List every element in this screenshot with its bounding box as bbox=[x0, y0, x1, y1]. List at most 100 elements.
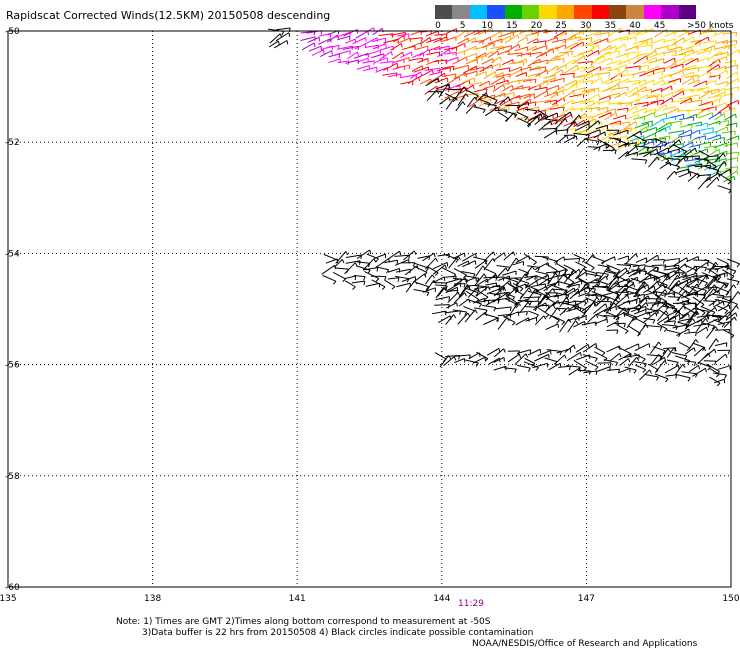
wind-barb bbox=[588, 112, 603, 120]
wind-barb-feather bbox=[359, 260, 361, 265]
wind-barb bbox=[716, 161, 725, 172]
wind-barb-feather bbox=[484, 296, 489, 300]
wind-barb bbox=[597, 264, 610, 268]
wind-barb bbox=[465, 290, 480, 301]
wind-barb-feather bbox=[615, 112, 618, 117]
wind-barb bbox=[684, 331, 697, 334]
wind-barb-feather bbox=[536, 280, 539, 285]
wind-barb bbox=[354, 43, 366, 50]
wind-barb bbox=[516, 111, 528, 118]
wind-barb-feather bbox=[667, 147, 670, 152]
wind-barb bbox=[365, 282, 380, 287]
wind-barb bbox=[444, 90, 459, 99]
wind-barb bbox=[644, 65, 659, 73]
wind-barb bbox=[444, 51, 457, 55]
wind-barb bbox=[486, 287, 501, 295]
wind-barb bbox=[555, 64, 566, 71]
wind-barb-feather bbox=[672, 291, 676, 296]
note-line-2: 3)Data buffer is 22 hrs from 20150508 4)… bbox=[142, 628, 534, 638]
wind-barb bbox=[557, 134, 567, 144]
wind-barb bbox=[566, 365, 581, 368]
y-tick-label: -58 bbox=[5, 472, 20, 482]
grid-lines bbox=[8, 31, 731, 587]
wind-barb-feather bbox=[482, 109, 486, 114]
wind-barb bbox=[464, 275, 480, 279]
wind-barb-feather bbox=[408, 64, 411, 70]
wind-barb bbox=[643, 312, 656, 323]
wind-barb bbox=[523, 296, 540, 299]
wind-barb-feather bbox=[593, 302, 596, 307]
wind-barb bbox=[268, 40, 279, 48]
wind-barb bbox=[542, 112, 558, 120]
wind-barb-feather bbox=[693, 270, 698, 274]
wind-barb bbox=[576, 276, 588, 284]
wind-barb bbox=[435, 83, 450, 90]
wind-barb bbox=[623, 51, 639, 55]
wind-barb bbox=[453, 277, 466, 287]
wind-barb-feather bbox=[403, 35, 406, 40]
wind-barb-feather bbox=[493, 307, 497, 312]
wind-barb-feather bbox=[683, 151, 688, 155]
wind-barb-feather bbox=[467, 285, 471, 290]
wind-barb-feather bbox=[651, 44, 653, 50]
wind-barb bbox=[458, 285, 469, 298]
wind-barb bbox=[344, 38, 356, 44]
wind-barb-feather bbox=[434, 272, 439, 276]
wind-barb bbox=[438, 87, 450, 91]
wind-barb bbox=[448, 88, 462, 91]
wind-barb-feather bbox=[636, 356, 640, 361]
scale-label: 0 bbox=[435, 21, 441, 31]
wind-barb bbox=[462, 260, 476, 268]
y-tick-label: -50 bbox=[5, 27, 20, 37]
wind-barb bbox=[482, 93, 498, 101]
wind-barb bbox=[604, 141, 615, 150]
wind-barb-feather bbox=[644, 268, 646, 273]
wind-barb bbox=[481, 304, 496, 309]
wind-barb bbox=[561, 106, 574, 115]
wind-barb bbox=[724, 113, 736, 121]
wind-barb-feather bbox=[411, 81, 414, 86]
wind-barb bbox=[532, 362, 548, 369]
wind-barb-feather bbox=[499, 56, 502, 61]
wind-barb-feather bbox=[591, 267, 595, 271]
wind-barb bbox=[495, 67, 510, 71]
wind-barb bbox=[635, 52, 649, 57]
wind-barb bbox=[563, 264, 575, 271]
wind-barb bbox=[431, 310, 447, 315]
wind-barb bbox=[607, 27, 621, 38]
wind-barb-feather bbox=[677, 297, 681, 302]
wind-barb-feather bbox=[601, 352, 606, 356]
wind-barb bbox=[411, 65, 423, 72]
wind-barb bbox=[670, 154, 686, 162]
wind-barb bbox=[568, 303, 578, 311]
wind-barb-feather bbox=[715, 326, 719, 331]
wind-barb-feather bbox=[603, 55, 606, 60]
wind-barb bbox=[497, 111, 509, 120]
wind-barb bbox=[576, 120, 590, 127]
wind-barb-feather bbox=[683, 37, 686, 42]
wind-barb bbox=[411, 52, 424, 59]
wind-barb bbox=[445, 84, 460, 91]
wind-barb bbox=[366, 44, 379, 48]
wind-barb bbox=[662, 106, 676, 111]
wind-barb bbox=[653, 67, 665, 71]
wind-barb bbox=[632, 107, 647, 114]
wind-barb bbox=[712, 272, 728, 278]
wind-barb-feather bbox=[397, 277, 400, 282]
wind-barb bbox=[322, 274, 337, 282]
wind-barb bbox=[686, 256, 699, 263]
wind-barb-feather bbox=[444, 264, 447, 269]
wind-barb bbox=[496, 264, 511, 268]
wind-barb-feather bbox=[681, 315, 685, 320]
wind-barb bbox=[684, 347, 695, 355]
wind-barb bbox=[475, 286, 489, 297]
wind-barb bbox=[570, 78, 584, 87]
wind-barb-feather bbox=[527, 123, 532, 128]
wind-barb bbox=[571, 55, 585, 65]
wind-barb bbox=[468, 55, 483, 64]
wind-barb-feather bbox=[400, 43, 403, 48]
wind-barb-feather bbox=[526, 311, 528, 316]
wind-barb-feather bbox=[663, 328, 668, 333]
wind-barb bbox=[698, 100, 713, 107]
wind-barb-feather bbox=[680, 121, 682, 126]
